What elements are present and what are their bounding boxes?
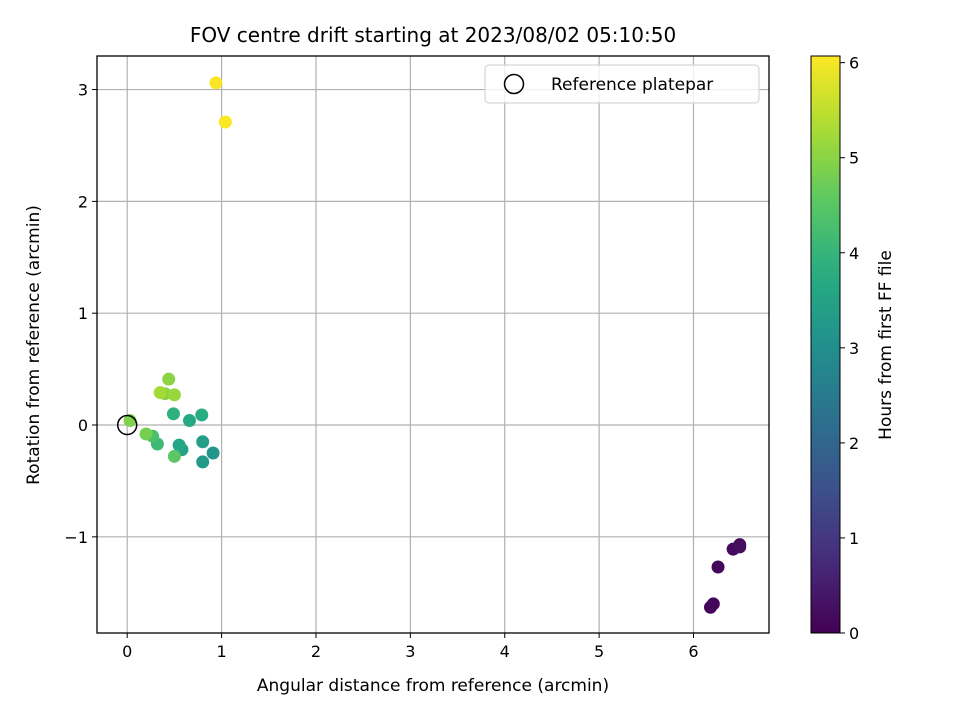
x-tick-label: 0 (122, 642, 132, 661)
data-point (206, 446, 220, 460)
x-tick-label: 2 (311, 642, 321, 661)
colorbar-tick-label: 4 (849, 244, 859, 263)
legend-label: Reference platepar (551, 75, 713, 95)
x-tick-label: 3 (405, 642, 415, 661)
x-tick-label: 5 (594, 642, 604, 661)
colorbar-tick-label: 0 (849, 624, 859, 643)
y-axis: −1 0 1 2 3 (64, 81, 97, 547)
plot-frame (96, 55, 770, 634)
legend-box (484, 64, 760, 104)
x-axis: 0 1 2 3 4 5 6 (122, 633, 699, 661)
colorbar-axis: 0 1 2 3 4 5 6 (840, 54, 859, 643)
reference-platepar-marker (116, 414, 138, 436)
colorbar-tick-label: 2 (849, 434, 859, 453)
legend-marker-icon (503, 73, 525, 95)
data-points (123, 76, 747, 614)
colorbar-tick-label: 1 (849, 529, 859, 548)
x-tick-label: 6 (688, 642, 698, 661)
x-tick-label: 4 (500, 642, 510, 661)
y-tick-label: −1 (64, 528, 88, 547)
data-point (195, 408, 209, 422)
colorbar-tick-label: 5 (849, 149, 859, 168)
y-tick-label: 3 (78, 81, 88, 100)
colorbar-label: Hours from first FF file (876, 250, 896, 440)
data-point (711, 560, 725, 574)
legend: Reference platepar (484, 64, 760, 104)
data-point (166, 407, 180, 421)
y-axis-label: Rotation from reference (arcmin) (24, 205, 44, 485)
data-point (733, 540, 747, 554)
y-tick-label: 2 (78, 192, 88, 211)
colorbar-tick-label: 3 (849, 339, 859, 358)
data-point (167, 388, 181, 402)
data-point (706, 597, 720, 611)
data-point (196, 435, 210, 449)
chart-title: FOV centre drift starting at 2023/08/02 … (190, 23, 676, 47)
data-point (218, 115, 232, 129)
y-tick-label: 0 (78, 416, 88, 435)
data-point (196, 455, 210, 469)
data-point (139, 427, 153, 441)
data-point (162, 372, 176, 386)
y-tick-label: 1 (78, 304, 88, 323)
data-point (153, 386, 167, 400)
data-point (172, 438, 186, 452)
grid (97, 56, 769, 633)
x-tick-label: 1 (216, 642, 226, 661)
data-point (167, 449, 181, 463)
x-axis-label: Angular distance from reference (arcmin) (257, 676, 609, 696)
data-point (209, 76, 223, 90)
colorbar-tick-label: 6 (849, 54, 859, 73)
data-point (182, 414, 196, 428)
colorbar (810, 55, 841, 634)
